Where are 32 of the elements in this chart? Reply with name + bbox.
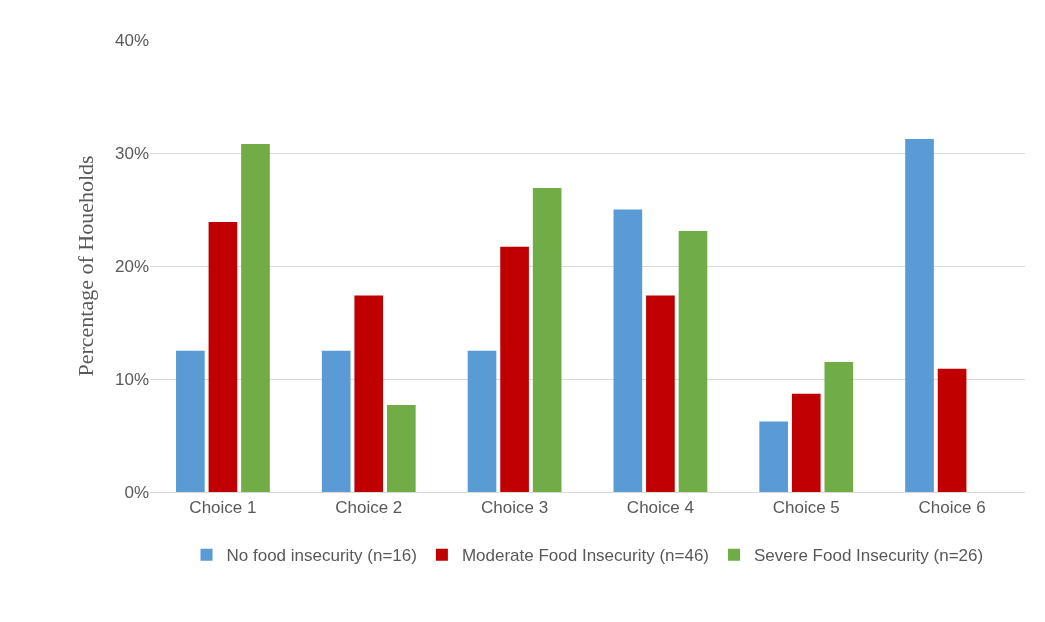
y-tick-label: 10%	[114, 369, 149, 389]
bar	[176, 350, 205, 492]
legend-label: Severe Food Insecurity (n=26)	[754, 546, 984, 566]
bar	[321, 350, 351, 492]
y-tick-label: 30%	[114, 143, 149, 163]
bar	[905, 138, 934, 492]
x-tick-label: Choice 4	[626, 498, 694, 518]
bar	[500, 246, 529, 492]
y-axis-title: Percentage of Houeholds	[72, 155, 98, 377]
legend-label: Moderate Food Insecurity (n=46)	[461, 546, 710, 566]
legend-label: No food insecurity (n=16)	[226, 546, 417, 566]
bar	[532, 188, 562, 492]
bar	[759, 421, 789, 492]
bar	[354, 295, 384, 492]
bar	[678, 230, 708, 492]
x-tick-label: Choice 3	[481, 498, 549, 518]
bar	[791, 393, 821, 492]
x-tick-label: Choice 1	[189, 498, 257, 518]
bar	[208, 221, 238, 492]
x-tick-label: Choice 2	[335, 498, 403, 518]
bar	[824, 362, 854, 492]
bar	[467, 350, 497, 492]
bar	[937, 368, 967, 492]
y-tick-label: 20%	[114, 256, 149, 276]
bar	[613, 209, 643, 492]
y-tick-label: 40%	[114, 30, 149, 50]
x-tick-label: Choice 6	[918, 498, 986, 518]
x-tick-label: Choice 5	[772, 498, 840, 518]
bar	[241, 143, 270, 492]
bar	[386, 404, 416, 492]
bar	[646, 295, 675, 492]
y-tick-label: 0%	[124, 482, 149, 502]
